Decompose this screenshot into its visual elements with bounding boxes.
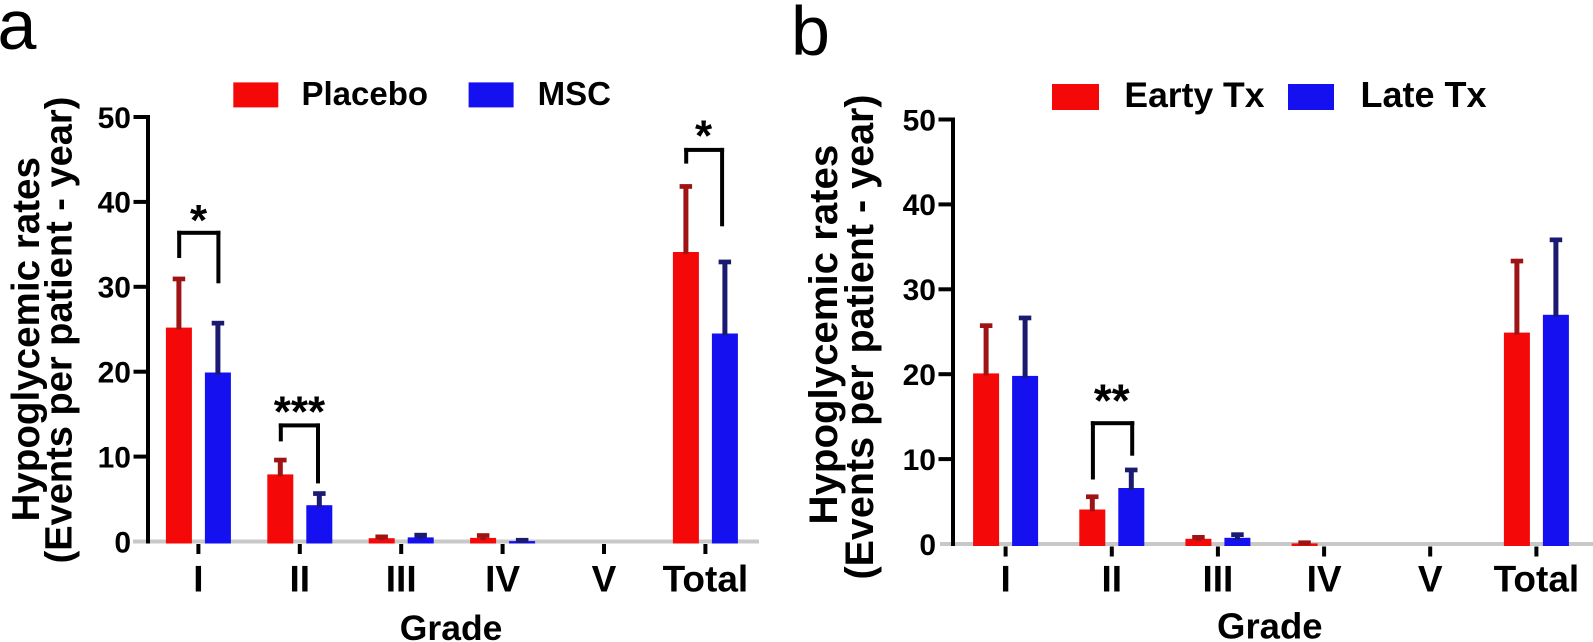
svg-text:II: II xyxy=(290,559,311,600)
svg-text:**: ** xyxy=(1094,374,1130,426)
svg-text:V: V xyxy=(592,559,617,600)
svg-text:V: V xyxy=(1418,559,1443,600)
svg-text:Hypoglycemic rates: Hypoglycemic rates xyxy=(801,145,846,525)
svg-text:30: 30 xyxy=(903,274,936,307)
svg-text:Earty Tx: Earty Tx xyxy=(1124,75,1264,115)
svg-text:(Events per patient - year): (Events per patient - year) xyxy=(39,97,81,564)
svg-text:I: I xyxy=(193,559,203,600)
svg-text:III: III xyxy=(1202,559,1233,600)
svg-text:IV: IV xyxy=(485,559,520,600)
svg-text:Late Tx: Late Tx xyxy=(1361,74,1487,115)
svg-text:30: 30 xyxy=(98,272,131,305)
svg-text:II: II xyxy=(1102,559,1123,600)
svg-text:40: 40 xyxy=(903,189,936,222)
svg-text:20: 20 xyxy=(903,359,936,392)
svg-text:50: 50 xyxy=(903,104,936,137)
svg-text:***: *** xyxy=(274,387,326,436)
svg-text:50: 50 xyxy=(98,102,131,135)
svg-text:*: * xyxy=(190,196,208,245)
svg-text:Total: Total xyxy=(1494,559,1580,600)
svg-text:0: 0 xyxy=(919,529,936,562)
svg-text:10: 10 xyxy=(903,444,936,477)
svg-text:Placebo: Placebo xyxy=(302,75,429,112)
svg-text:0: 0 xyxy=(114,526,131,559)
svg-text:a: a xyxy=(0,0,37,64)
svg-text:Total: Total xyxy=(663,559,749,600)
svg-text:MSC: MSC xyxy=(538,75,611,112)
svg-text:IV: IV xyxy=(1307,559,1342,600)
svg-text:b: b xyxy=(791,0,830,70)
svg-text:10: 10 xyxy=(98,441,131,474)
svg-text:*: * xyxy=(695,111,713,160)
svg-text:Grade: Grade xyxy=(1217,605,1323,642)
svg-text:I: I xyxy=(1000,559,1010,600)
svg-text:(Events per patient - year): (Events per patient - year) xyxy=(838,94,882,579)
svg-text:20: 20 xyxy=(98,357,131,390)
svg-text:Grade: Grade xyxy=(400,608,503,642)
svg-text:40: 40 xyxy=(98,187,131,220)
svg-text:III: III xyxy=(386,559,417,600)
svg-text:Hypoglycemic rates: Hypoglycemic rates xyxy=(5,157,48,522)
